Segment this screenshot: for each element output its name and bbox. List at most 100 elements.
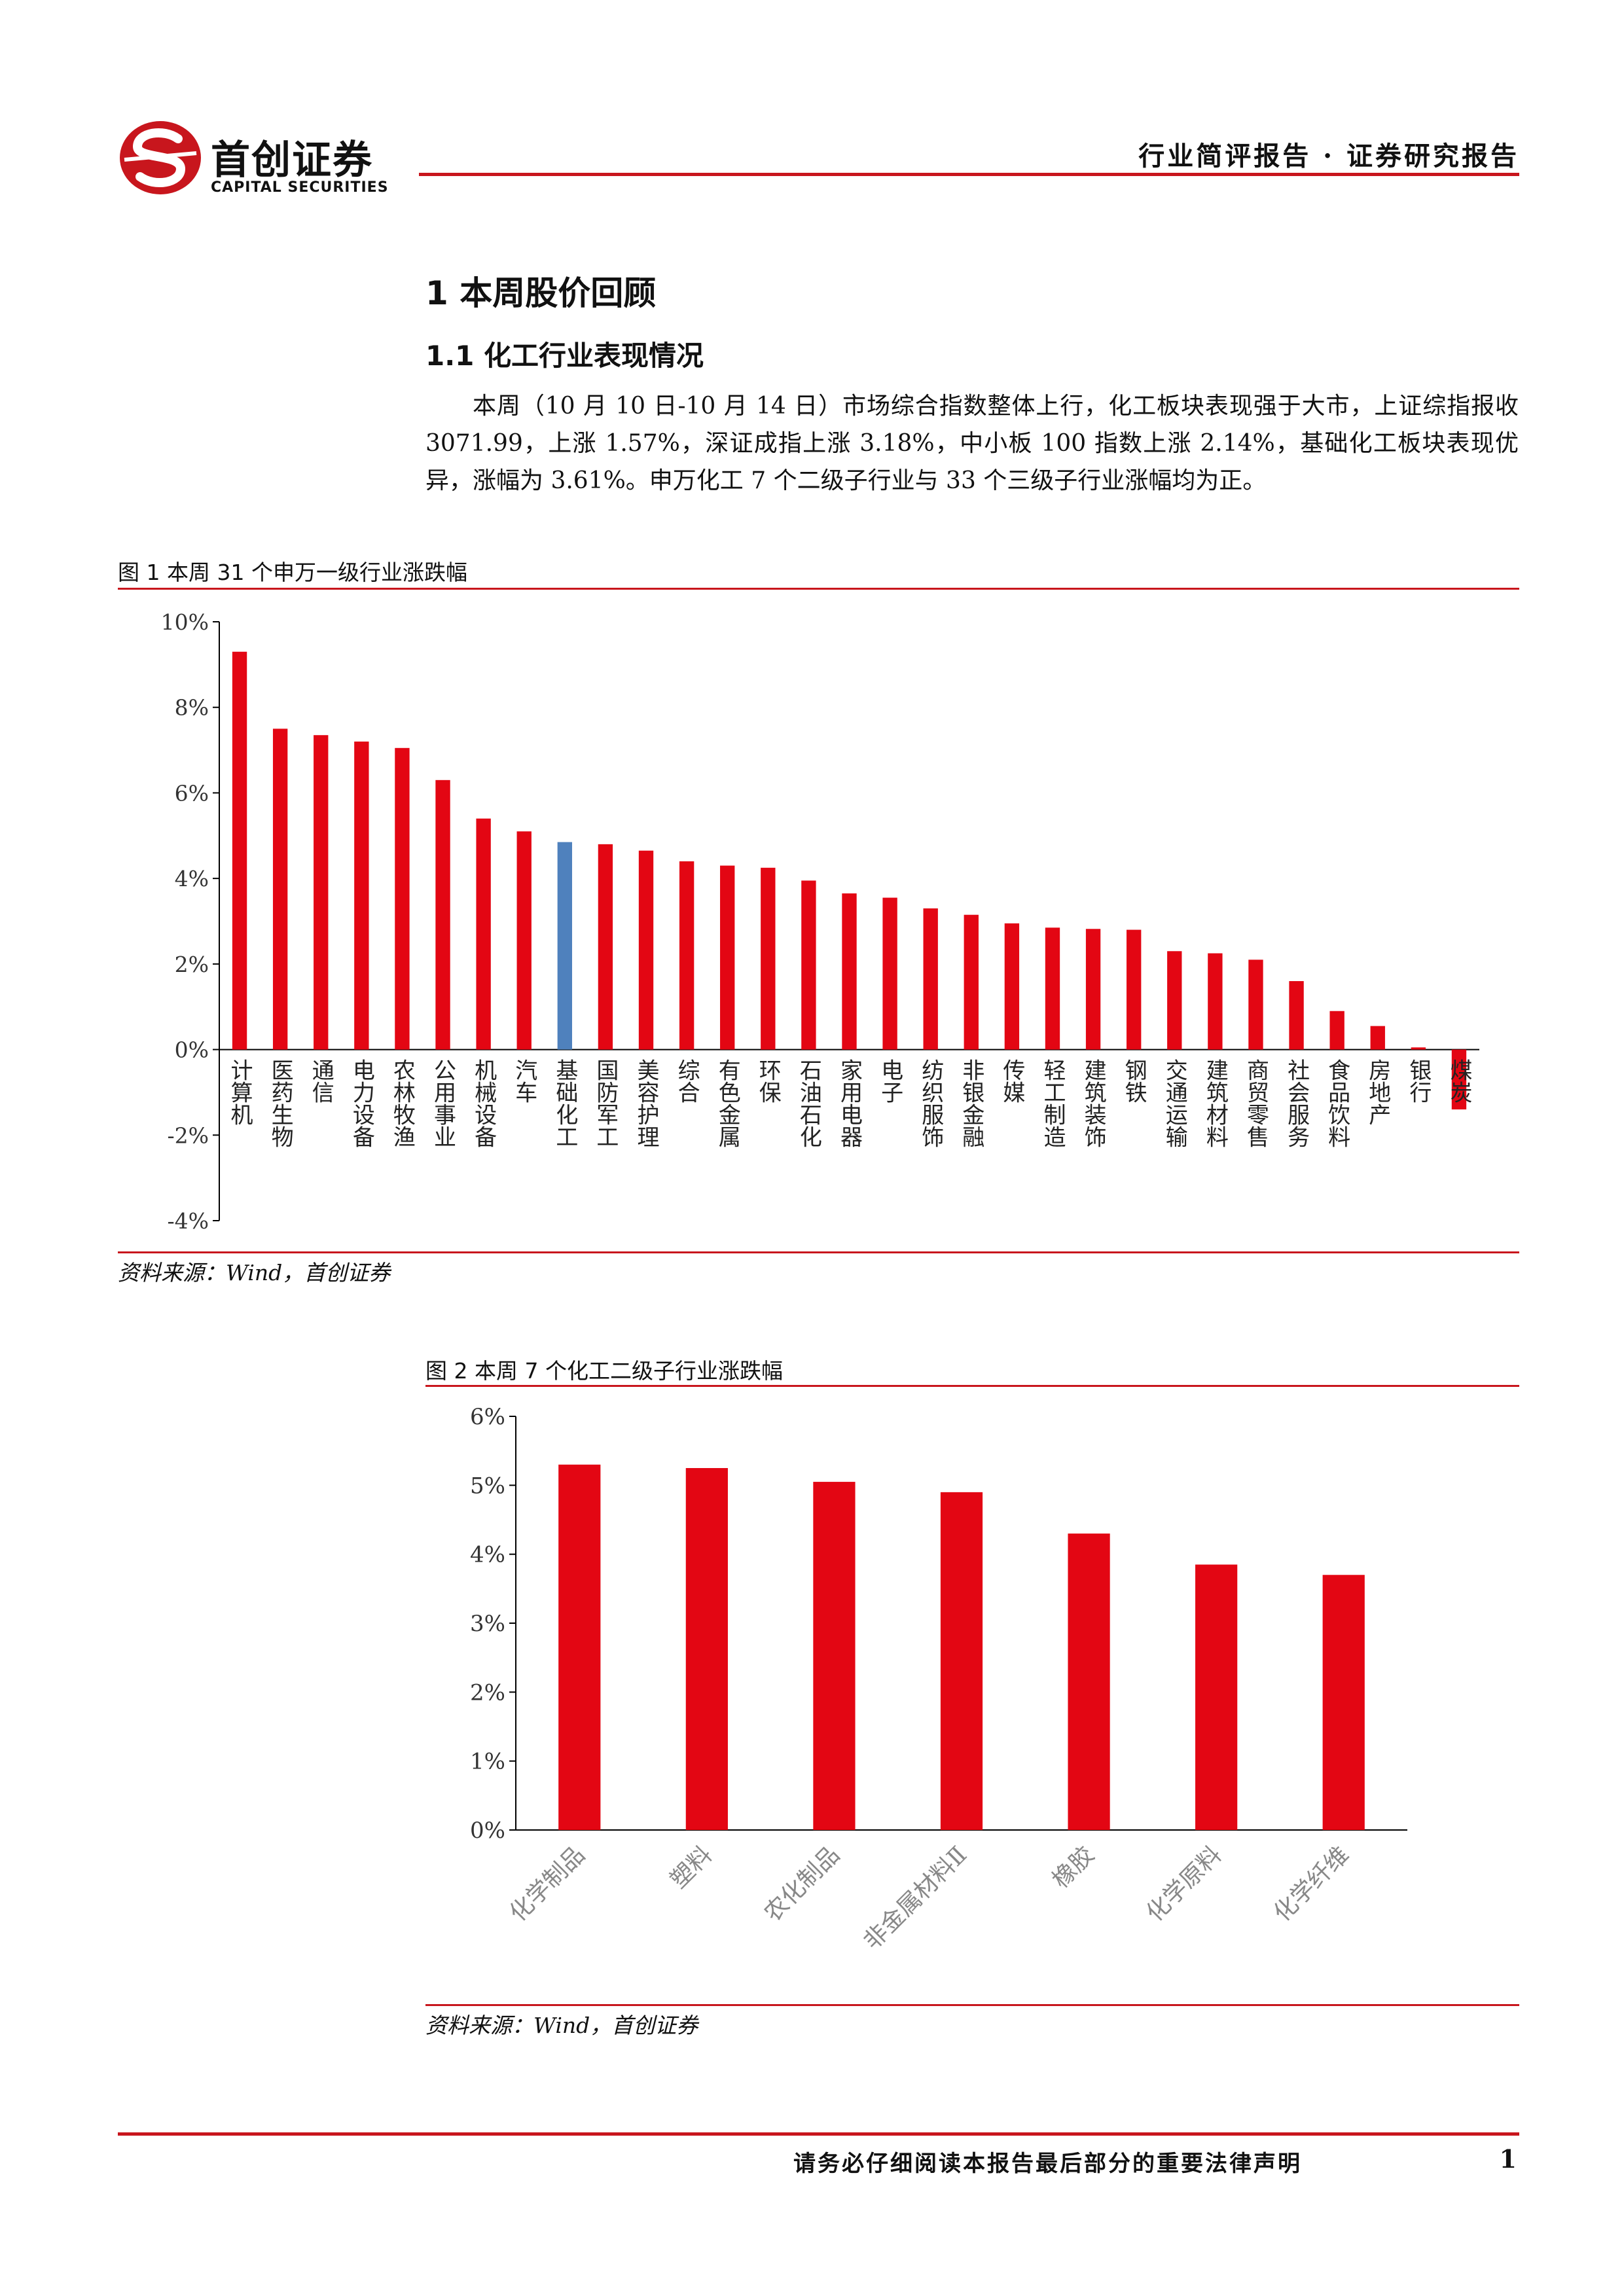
x-category-label: 家用电器 [837,1058,863,1147]
bar [598,844,613,1050]
bar [679,861,695,1050]
subsection-heading: 1.1 化工行业表现情况 [425,340,704,372]
x-category-label: 塑料 [665,1841,717,1893]
x-category-label: 石油石化 [795,1059,821,1148]
y-tick-label: 0% [470,1818,505,1844]
bar [1248,960,1263,1050]
figure2-source: 资料来源：Wind，首创证券 [425,2013,698,2038]
bar [1289,981,1304,1050]
header-title: 行业简评报告 · 证券研究报告 [1138,141,1519,171]
x-category-label: 环保 [755,1059,781,1103]
footer-rule [118,2132,1519,2136]
x-category-label: 化学制品 [505,1841,590,1927]
y-tick-label: 8% [175,695,209,721]
y-tick-label: 6% [175,780,209,806]
bar [395,747,410,1050]
bar [1329,1011,1344,1050]
figure2-bottom-rule [425,2004,1519,2006]
bar [720,865,735,1050]
x-category-label: 美容护理 [633,1058,659,1147]
x-category-label: 非银金融 [958,1059,984,1148]
bar [1068,1534,1110,1830]
y-tick-label: 2% [470,1679,505,1706]
bar [1045,927,1060,1050]
bar [476,818,491,1050]
figure1-title: 图 1 本周 31 个申万一级行业涨跌幅 [118,560,467,585]
y-tick-label: 2% [175,952,209,977]
bar [232,651,247,1050]
logo-text-cn: 首创证券 [211,137,373,183]
bar [1322,1575,1365,1830]
x-category-label: 电子 [877,1058,903,1103]
x-category-label: 汽车 [511,1058,537,1103]
footer-legal-note: 请务必仔细阅读本报告最后部分的重要法律声明 [793,2151,1302,2177]
y-tick-label: 4% [175,866,209,891]
bar [516,831,532,1050]
x-category-label: 计算机 [226,1059,253,1126]
figure2-top-rule [425,1385,1519,1387]
x-category-label: 基础化工 [552,1058,578,1147]
figure1-source: 资料来源：Wind，首创证券 [118,1260,391,1285]
x-category-label: 机械设备 [471,1058,497,1147]
body-paragraph: 本周（10 月 10 日-10 月 14 日）市场综合指数整体上行，化工板块表现… [425,393,1519,494]
logo-text-en: CAPITAL SECURITIES [211,179,389,196]
bar [923,908,938,1050]
y-tick-label: 10% [161,609,209,635]
x-category-label: 国防军工 [592,1059,619,1148]
bar [964,914,979,1050]
figure2-title: 图 2 本周 7 个化工二级子行业涨跌幅 [425,1358,783,1384]
logo-mark-icon [120,121,201,194]
x-category-label: 有色金属 [714,1058,740,1147]
y-tick-label: -4% [167,1208,209,1234]
section-heading: 1 本周股价回顾 [425,274,657,312]
x-category-label: 煤炭 [1446,1059,1472,1103]
x-category-label: 纺织服饰 [918,1058,944,1147]
bar [1411,1047,1426,1050]
bar [1127,929,1142,1050]
bar [314,735,329,1050]
x-category-label: 社会服务 [1284,1058,1310,1147]
x-category-label: 非金属材料Ⅱ [859,1841,973,1955]
x-category-label: 轻工制造 [1039,1058,1066,1147]
bar [940,1492,983,1830]
x-category-label: 医药生物 [267,1059,293,1148]
bar [801,880,816,1050]
x-category-label: 农林牧渔 [389,1058,415,1147]
x-category-label: 传媒 [999,1059,1025,1103]
x-category-label: 交通运输 [1161,1058,1187,1147]
bar [558,1464,601,1830]
page-number: 1 [1499,2144,1517,2174]
x-category-label: 化学原料 [1142,1841,1227,1927]
x-category-label: 商贸零售 [1242,1058,1269,1147]
y-tick-label: 1% [470,1749,505,1775]
figure2-chart: 0% 1% 2% 3% 4% 5% 6% 化学制品 塑料 农化制品 非金属材料Ⅱ 橡胶 化学原料 化学纤维 [470,1404,1407,1955]
bar [638,850,654,1050]
bar [882,897,897,1050]
x-category-label: 通信 [308,1059,334,1103]
bar [1167,951,1182,1050]
y-tick-label: 0% [175,1037,209,1063]
x-category-label: 房地产 [1365,1058,1391,1125]
y-tick-label: -2% [167,1122,209,1148]
bar [685,1468,728,1830]
bar [1085,929,1101,1050]
bar [1004,923,1020,1050]
y-tick-label: 4% [470,1542,505,1568]
bar [813,1482,856,1830]
bar [761,867,776,1050]
x-category-label: 化学纤维 [1269,1841,1354,1927]
header-rule [419,173,1519,176]
bar [842,893,857,1050]
bar [557,842,572,1050]
figure1-top-rule [118,588,1519,590]
bar [272,728,288,1050]
figure1-bottom-rule [118,1251,1519,1253]
x-category-label: 农化制品 [759,1841,845,1927]
bar [1195,1564,1238,1830]
y-tick-label: 6% [470,1404,505,1430]
y-tick-label: 5% [470,1473,505,1499]
bar [1451,1049,1467,1110]
x-category-label: 电力设备 [348,1058,374,1147]
figure1-chart: -4% -2% 0% 2% 4% 6% 8% 10% 计算机 医药生物 通信 电力设备 农林牧渔 公用事业… [161,609,1479,1234]
bar [435,780,450,1050]
